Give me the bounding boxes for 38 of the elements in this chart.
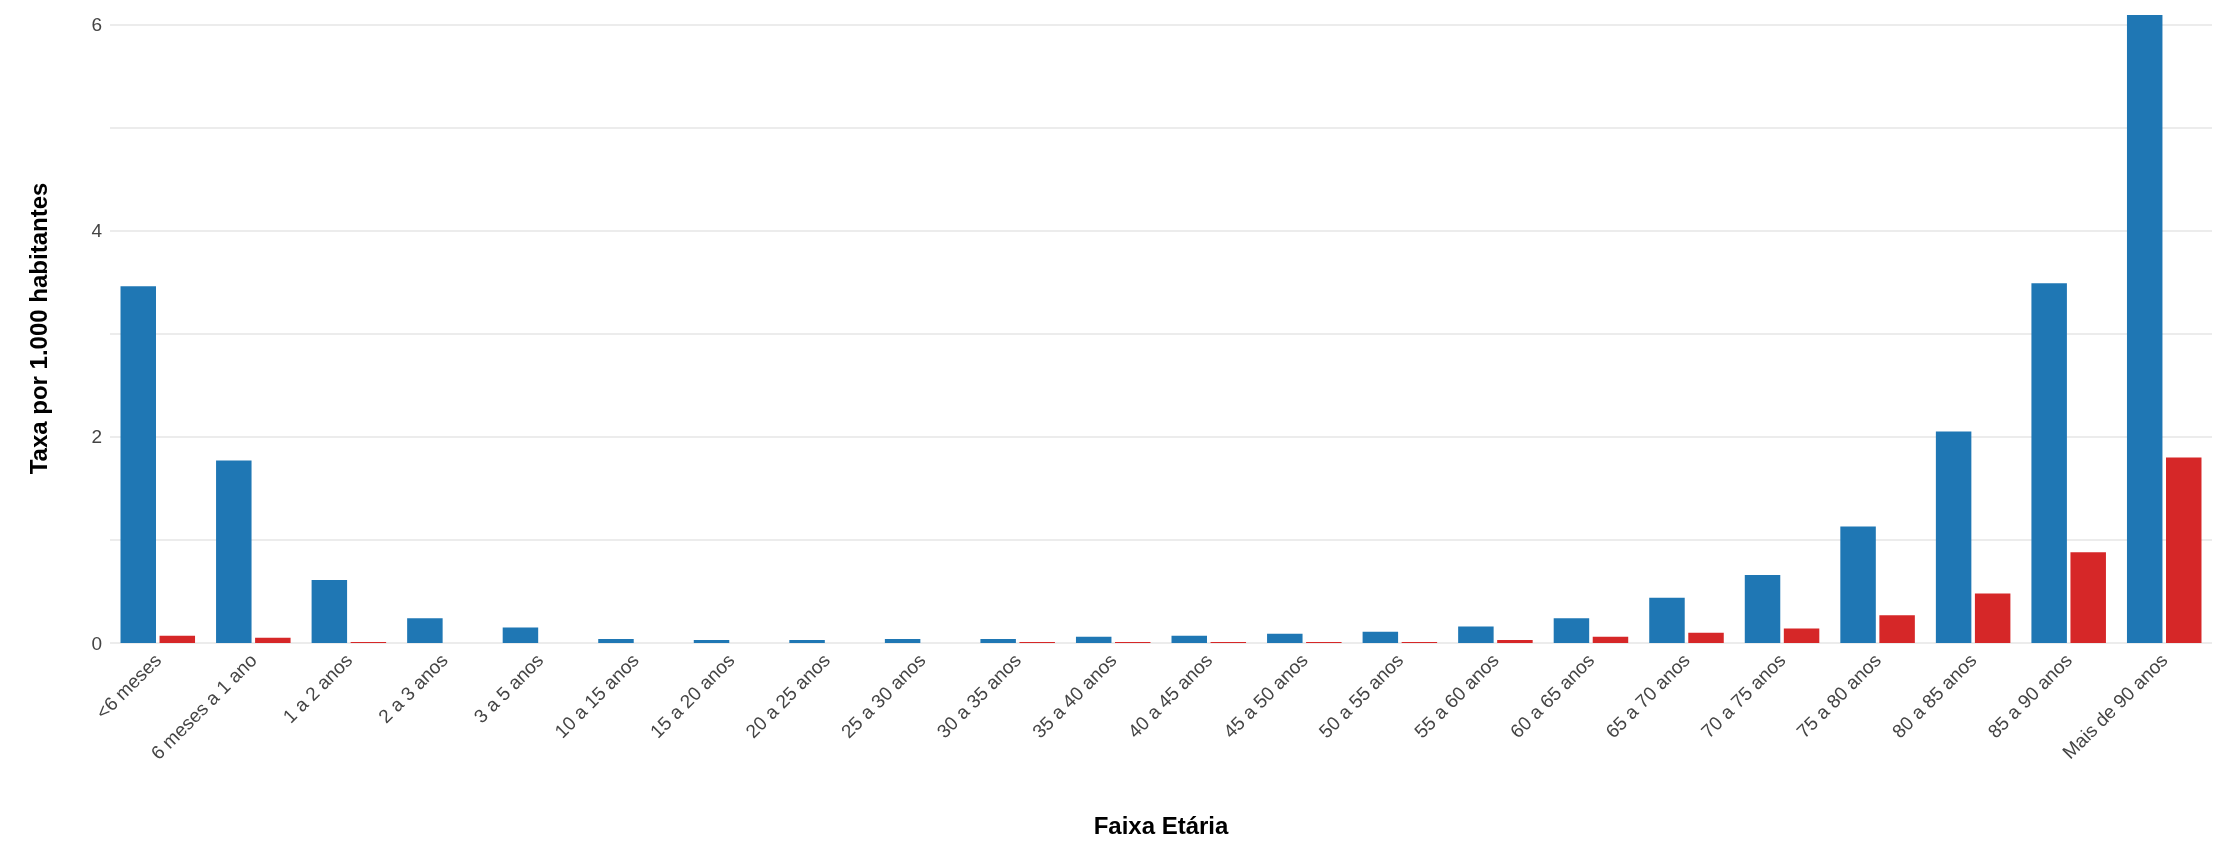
bar — [1075, 636, 1112, 643]
bar — [1879, 615, 1915, 643]
bar — [1783, 628, 1820, 643]
bar — [120, 286, 156, 643]
bar — [2031, 283, 2067, 643]
bar — [1935, 431, 1972, 643]
bar — [1974, 593, 2011, 643]
y-axis-title: Taxa por 1.000 habitantes — [24, 182, 52, 475]
bar — [1267, 633, 1303, 643]
bar — [789, 639, 825, 643]
bar — [2166, 457, 2202, 643]
bar — [884, 638, 921, 643]
bar — [255, 637, 291, 643]
bar — [1497, 639, 1533, 643]
bar — [980, 638, 1016, 643]
bar — [1171, 635, 1207, 643]
bar — [502, 627, 539, 643]
bar — [1458, 626, 1494, 643]
y-tick-label: 4 — [91, 220, 103, 242]
bar — [598, 638, 634, 643]
y-tick-label: 2 — [91, 426, 102, 448]
bar — [1744, 574, 1781, 643]
bar — [216, 460, 252, 643]
bar — [407, 618, 443, 643]
y-tick-label: 0 — [91, 632, 102, 654]
bar — [1649, 597, 1685, 643]
y-tick-label: 6 — [91, 13, 102, 35]
bar — [2070, 552, 2106, 643]
bar — [2126, 15, 2163, 643]
bar — [693, 639, 730, 643]
bar — [311, 580, 348, 643]
bar — [1840, 526, 1876, 643]
bar — [1688, 632, 1724, 643]
bar — [1362, 631, 1399, 643]
bar — [1592, 636, 1629, 643]
bar — [159, 635, 196, 643]
x-axis-title: Faixa Etária — [1093, 811, 1230, 839]
bar — [1553, 618, 1590, 643]
